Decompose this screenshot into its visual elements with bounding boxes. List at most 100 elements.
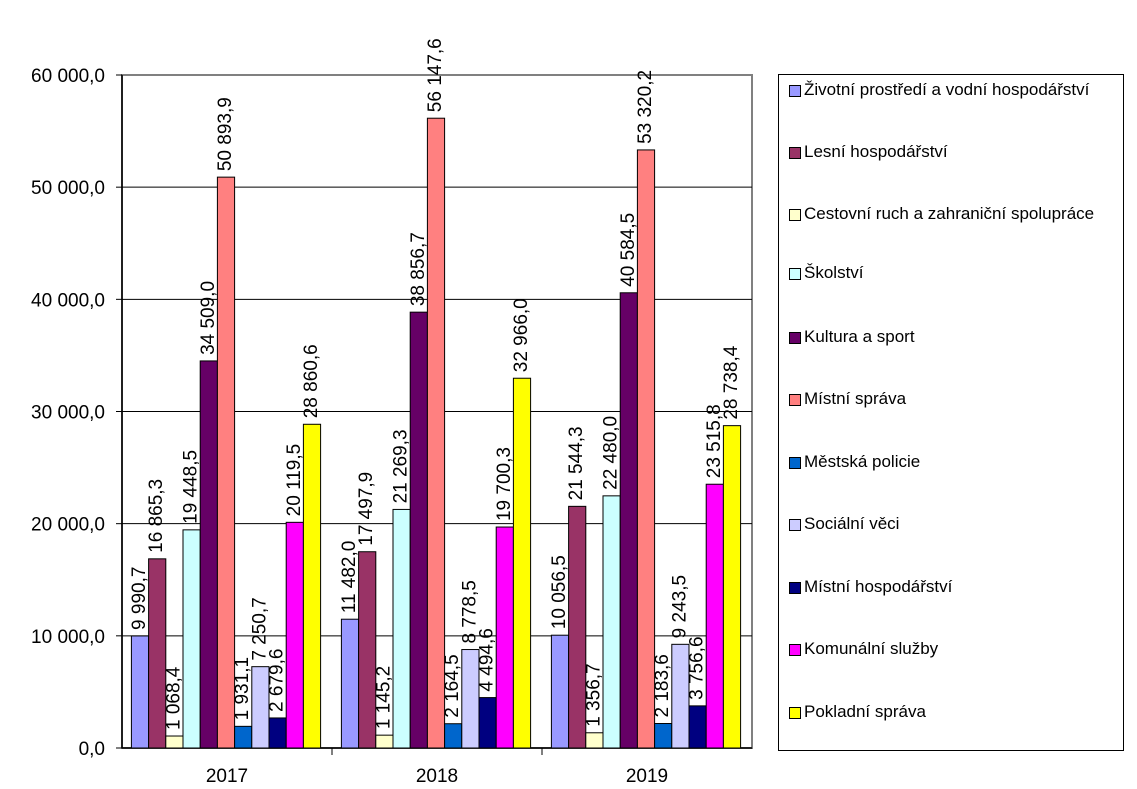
legend-swatch [789,394,801,406]
bar [705,483,724,749]
bar [654,723,673,749]
data-label: 10 056,5 [549,555,570,629]
data-label: 40 584,5 [618,213,639,287]
y-tick-label: 0,0 [79,739,105,760]
data-label: 1 356,7 [583,663,604,726]
legend-label: Městská policie [804,452,921,471]
bar [478,697,497,749]
legend-swatch [789,707,801,719]
data-label: 2 183,6 [652,654,673,717]
legend-item: Sociální věci [789,511,1119,537]
bar [619,292,638,749]
data-label: 1 931,1 [232,657,253,720]
data-label: 7 250,7 [249,597,270,660]
legend-label: Místní hospodářství [804,577,953,596]
data-label: 17 497,9 [356,472,377,546]
legend-swatch [789,457,801,469]
bar [302,423,322,749]
data-label: 56 147,6 [425,38,446,112]
legend-label: Pokladní správa [804,702,926,721]
legend-swatch [789,644,801,656]
bar [182,529,201,749]
bar [568,505,587,749]
legend-label: Komunální služby [804,639,939,658]
data-label: 28 738,4 [721,345,742,419]
bar [495,526,514,749]
legend-swatch [789,332,801,344]
data-label: 21 269,3 [391,429,412,503]
legend-label: Cestovní ruch a zahraniční spolupráce [804,204,1095,223]
bar-chart: 0,0 10 000,0 20 000,0 30 000,0 40 000,0 50 00… [31,38,753,787]
bar [148,558,167,749]
y-tick-label: 30 000,0 [31,403,105,424]
bar [216,176,236,749]
bar [426,117,446,749]
data-label: 38 856,7 [408,232,429,306]
bar [512,377,532,749]
data-label: 50 893,9 [215,97,236,171]
bar [602,495,621,749]
bar [340,618,360,749]
bar [722,425,742,749]
legend-item: Pokladní správa [789,699,1119,725]
bar [199,360,218,749]
data-label: 28 860,6 [301,344,322,418]
y-tick-label: 10 000,0 [31,627,105,648]
legend-item: Školství [789,260,1119,286]
bar [285,521,304,749]
legend-label: Kultura a sport [804,327,915,346]
legend-item: Komunální služby [789,636,1119,662]
bar [234,725,253,749]
data-label: 21 544,3 [566,426,587,500]
data-label: 8 778,5 [459,580,480,643]
chart-legend: Životní prostředí a vodní hospodářství L… [778,74,1124,751]
data-label: 32 966,0 [511,298,532,372]
bar [550,634,570,749]
y-tick-label: 60 000,0 [31,66,105,87]
legend-label: Sociální věci [804,514,900,533]
data-label: 2 164,5 [442,654,463,717]
legend-item: Městská policie [789,449,1119,475]
legend-item: Kultura a sport [789,324,1119,350]
legend-swatch [789,582,801,594]
legend-item: Lesní hospodářství [789,139,1119,165]
y-tick-label: 40 000,0 [31,290,105,311]
data-label: 1 068,4 [163,666,184,730]
data-label: 20 119,5 [284,444,305,517]
bar [636,149,656,749]
data-label: 4 494,6 [477,628,498,691]
bar [392,508,411,749]
bar [375,734,394,749]
legend-item: Místní správa [789,386,1119,412]
bar [671,643,690,749]
data-label: 23 515,8 [704,404,725,478]
x-tick-label: 2018 [416,766,458,787]
data-label: 19 448,5 [181,450,202,524]
legend-swatch [789,268,801,280]
legend-item: Cestovní ruch a zahraniční spolupráce [789,201,1119,227]
legend-label: Místní správa [804,389,907,408]
data-label: 2 679,6 [267,649,288,712]
legend-label: Životní prostředí a vodní hospodářství [804,80,1090,99]
legend-swatch [789,147,801,159]
data-label: 16 865,3 [146,479,167,553]
y-tick-label: 20 000,0 [31,515,105,536]
x-tick-label: 2019 [626,766,668,787]
data-label: 3 756,6 [687,636,708,699]
bar [409,311,428,749]
data-label: 9 990,7 [129,567,150,630]
bar [358,551,377,749]
bar [268,717,287,749]
legend-swatch [789,519,801,531]
data-label: 34 509,0 [198,281,219,355]
x-tick-label: 2017 [206,766,248,787]
data-label: 9 243,5 [669,575,690,638]
data-label: 19 700,3 [494,447,515,521]
bar [444,723,463,749]
legend-label: Lesní hospodářství [804,142,948,161]
bar [688,705,707,749]
legend-swatch [789,85,801,97]
bar [251,666,270,749]
bar [130,635,150,749]
bar [585,732,604,749]
